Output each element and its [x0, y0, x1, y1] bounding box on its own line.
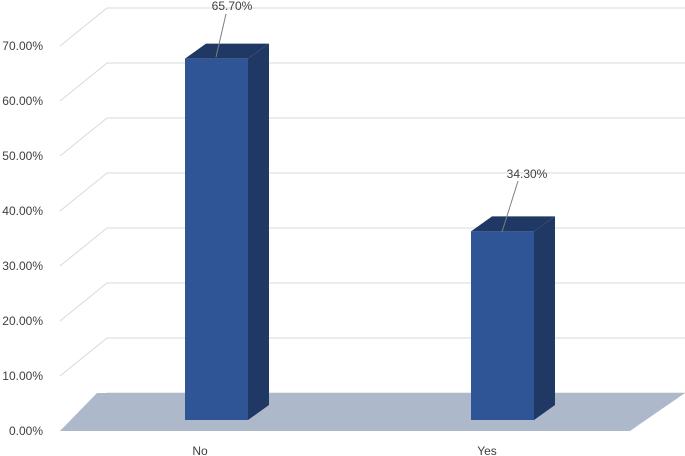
y-tick-label: 10.00% [2, 369, 43, 383]
y-tick-label: 0.00% [9, 424, 43, 438]
gridlines [59, 7, 685, 432]
bar-front [471, 231, 534, 420]
gridline [59, 172, 685, 212]
data-labels: 65.70% 34.30% [212, 0, 548, 233]
y-axis: 0.00% 10.00% 20.00% 30.00% 40.00% 50.00% 60.00… [2, 39, 43, 438]
y-tick-label: 40.00% [2, 204, 43, 218]
gridline [59, 7, 685, 47]
data-label: 34.30% [507, 167, 548, 181]
bar-side [534, 216, 555, 420]
chart-floor [60, 393, 685, 431]
y-tick-label: 30.00% [2, 259, 43, 273]
bar-no [185, 43, 269, 421]
bar-top [471, 216, 555, 232]
x-axis: No Yes [192, 444, 496, 456]
chart-floor-layer [60, 393, 685, 431]
gridline [59, 117, 685, 157]
gridline [59, 282, 685, 322]
leader-line [215, 13, 227, 58]
y-tick-label: 70.00% [2, 39, 43, 53]
gridline [59, 227, 685, 267]
bars [185, 43, 555, 421]
gridline [59, 62, 685, 102]
data-label: 65.70% [212, 0, 253, 13]
bar-yes [471, 216, 555, 420]
x-category-label: No [192, 444, 208, 456]
x-category-label: Yes [477, 444, 497, 456]
gridline [59, 337, 685, 377]
y-tick-label: 20.00% [2, 314, 43, 328]
y-tick-label: 50.00% [2, 149, 43, 163]
y-tick-label: 60.00% [2, 94, 43, 108]
bar-side [248, 43, 269, 421]
bar-front [185, 58, 248, 421]
bar-top [185, 43, 269, 59]
leader-line [501, 180, 519, 233]
